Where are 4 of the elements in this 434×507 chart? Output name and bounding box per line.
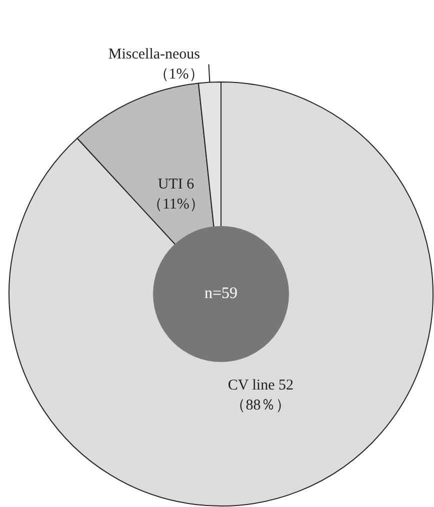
slice-label: Miscella-neous [108, 46, 204, 62]
slice-label: UTI 6 （11%） [147, 176, 204, 213]
data-label: （1%） [154, 66, 204, 82]
slice-label: CV line 52 （88％） [228, 378, 294, 414]
